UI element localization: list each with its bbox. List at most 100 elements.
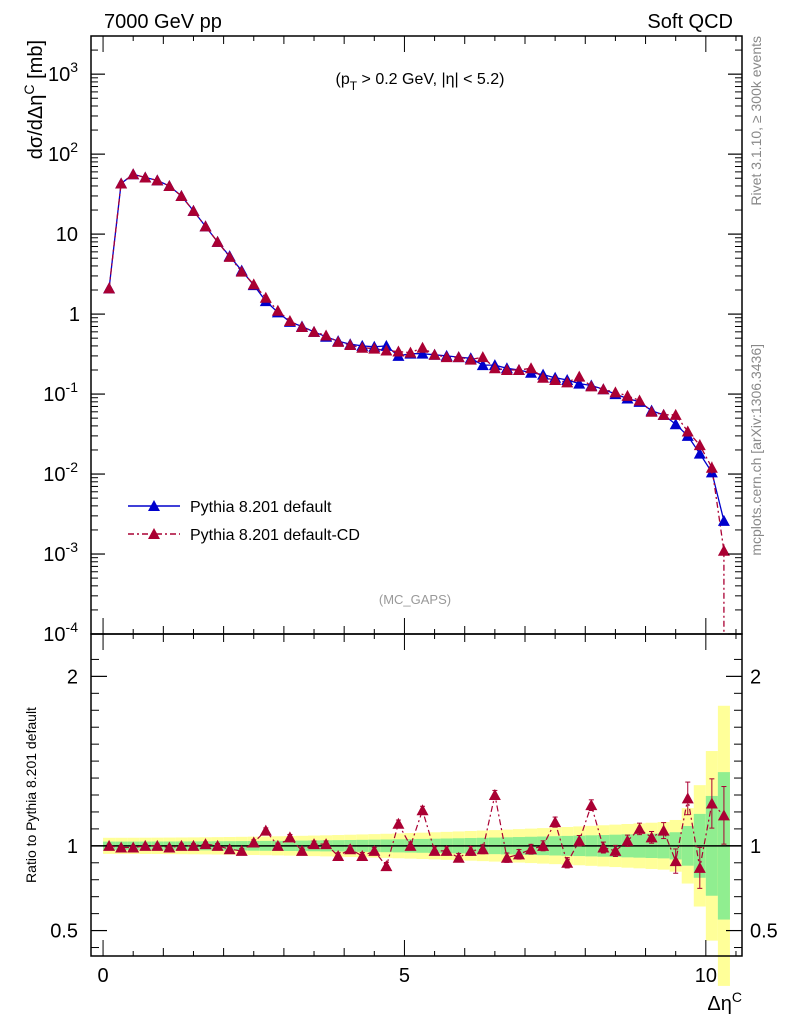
- header-left: 7000 GeV pp: [104, 11, 222, 33]
- ratio-point: [464, 844, 477, 856]
- series-cd-point: [633, 394, 646, 406]
- series-cd-point: [585, 380, 598, 392]
- ratio-point: [271, 839, 284, 851]
- ratio-point: [416, 804, 429, 816]
- ratio-point: [175, 839, 188, 851]
- ratio-point: [211, 839, 224, 851]
- series-cd-point: [428, 348, 441, 360]
- ratio-ytick-label-right: 2: [750, 666, 761, 688]
- ratio-point: [392, 817, 405, 829]
- ratio-point: [705, 797, 718, 809]
- series-cd-point: [356, 341, 369, 353]
- ratio-point: [404, 839, 417, 851]
- series-default-point: [573, 377, 586, 389]
- watermark: (MC_GAPS): [379, 592, 451, 607]
- main-ytick-label: 1: [69, 304, 80, 326]
- series-default-point: [717, 514, 730, 526]
- ratio-ytick-label: 1: [67, 836, 78, 858]
- ratio-point: [609, 844, 622, 856]
- ratio-point: [308, 838, 321, 850]
- series-cd-point: [247, 278, 260, 290]
- ratio-point: [681, 792, 694, 804]
- series-cd-point: [609, 386, 622, 398]
- series-cd-point: [693, 439, 706, 451]
- ratio-point: [163, 841, 176, 853]
- legend: Pythia 8.201 default Pythia 8.201 defaul…: [128, 499, 360, 544]
- ratio-frame: [90, 633, 743, 957]
- series-cd-point: [259, 291, 272, 303]
- ratio-ytick-label: 0.5: [50, 921, 78, 943]
- series-cd-point: [115, 177, 128, 189]
- series-cd-point: [717, 544, 730, 556]
- ratio-point: [476, 843, 489, 855]
- ratio-point: [488, 789, 501, 800]
- series-cd-point: [525, 362, 538, 374]
- ratio-point: [380, 860, 393, 872]
- series-cd-point: [404, 346, 417, 358]
- series-cd-point: [597, 383, 610, 395]
- ratio-point: [452, 851, 465, 863]
- series-cd-point: [283, 314, 296, 326]
- series-cd-point: [223, 250, 236, 262]
- ratio-point: [295, 844, 308, 856]
- ratio-point: [440, 844, 453, 856]
- series-cd-point: [295, 320, 308, 332]
- ratio-xtick-label: 10: [695, 965, 717, 987]
- ratio-point: [645, 831, 658, 843]
- main-ytick-label: 102: [48, 139, 78, 166]
- ratio-ytick-label-right: 1: [750, 836, 761, 858]
- main-ytick-label: 10: [56, 224, 78, 246]
- series-cd-point: [163, 179, 176, 191]
- legend-label-cd: Pythia 8.201 default-CD: [190, 527, 360, 544]
- ratio-point: [127, 841, 140, 853]
- ratio-xlabel: ΔηC: [707, 989, 742, 1015]
- main-ytick-label: 10-3: [43, 539, 78, 566]
- legend-marker-default: [148, 500, 160, 511]
- series-cd-point: [392, 345, 405, 357]
- main-ytick-label: 10-4: [43, 619, 78, 646]
- ratio-point: [657, 824, 670, 836]
- ratio-point: [187, 839, 200, 851]
- rivet-label: Rivet 3.1.10, ≥ 300k events: [748, 36, 764, 206]
- ratio-point: [693, 861, 706, 873]
- series-cd-point: [681, 425, 694, 437]
- ratio-point: [428, 844, 441, 856]
- ratio-point: [199, 838, 212, 850]
- series-cd-point: [368, 342, 381, 354]
- header-right: Soft QCD: [647, 11, 733, 33]
- series-cd-point: [645, 405, 658, 417]
- series-default-line: [108, 173, 725, 521]
- main-ytick-label: 103: [48, 59, 78, 86]
- ratio-point: [247, 836, 260, 848]
- ratio-point: [235, 844, 248, 856]
- series-default-point: [693, 447, 706, 459]
- main-panel: (pT > 0.2 GeV, |η| < 5.2) 10-4 10-3 10-2 10…: [21, 35, 743, 646]
- legend-label-default: Pythia 8.201 default: [190, 499, 332, 516]
- ratio-ytick-label-right: 0.5: [750, 921, 778, 943]
- ratio-xtick-label: 0: [97, 965, 108, 987]
- series-cd-point: [657, 408, 670, 420]
- series-cd-point: [500, 363, 513, 375]
- ratio-ylabel: Ratio to Pythia 8.201 default: [23, 707, 39, 883]
- series-cd-point: [175, 189, 188, 201]
- series-cd-point: [476, 351, 489, 363]
- series-cd-point: [537, 371, 550, 383]
- series-default-point: [416, 347, 429, 359]
- ratio-point: [356, 850, 369, 862]
- series-default-point: [476, 359, 489, 371]
- series-cd-point: [561, 376, 574, 388]
- ratio-series-line: [109, 794, 725, 869]
- ratio-point: [525, 843, 538, 855]
- series-default-point: [669, 418, 682, 430]
- series-cd-point: [416, 341, 429, 353]
- series-cd-point: [187, 204, 200, 216]
- ratio-point: [621, 834, 634, 846]
- series-cd-point: [320, 329, 333, 341]
- series-cd-point: [139, 171, 152, 183]
- series-cd-point: [211, 235, 224, 247]
- ratio-point: [151, 839, 164, 851]
- ratio-point: [597, 841, 610, 853]
- main-ytick-label: 10-2: [43, 459, 78, 486]
- main-ylabel: dσ/dΔηC [mb]: [21, 40, 47, 159]
